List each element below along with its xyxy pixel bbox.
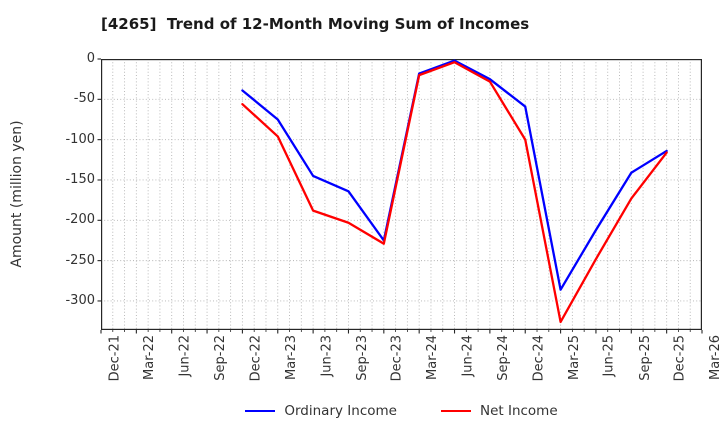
legend-label: Ordinary Income xyxy=(284,403,397,419)
y-tick-label: 0 xyxy=(86,51,95,66)
y-axis-label: Amount (million yen) xyxy=(9,120,25,268)
y-tick-label: -250 xyxy=(65,252,95,268)
y-tick-label: -50 xyxy=(73,91,95,107)
x-tick-label: Sep-23 xyxy=(354,335,370,381)
y-tick-label: -150 xyxy=(65,171,95,187)
x-tick-label: Jun-24 xyxy=(460,335,476,377)
plot-area xyxy=(97,58,703,334)
y-tick-label: -200 xyxy=(65,212,95,228)
y-tick-label: -300 xyxy=(65,292,95,308)
x-tick-label: Mar-23 xyxy=(283,335,299,380)
x-tick-label: Dec-25 xyxy=(672,335,688,382)
x-tick-label: Mar-24 xyxy=(425,335,441,380)
x-tick-label: Dec-23 xyxy=(389,335,405,382)
x-tick-label: Mar-22 xyxy=(142,335,158,380)
chart-title: [4265] Trend of 12-Month Moving Sum of I… xyxy=(101,15,530,33)
legend-line-swatch xyxy=(245,410,276,412)
series-line-net-income xyxy=(241,61,668,324)
legend-item: Ordinary Income xyxy=(245,403,397,419)
legend: Ordinary Income Net Income xyxy=(101,403,702,419)
x-tick-label: Sep-25 xyxy=(637,335,653,381)
y-tick-label: -100 xyxy=(65,131,95,147)
legend-line-swatch xyxy=(440,410,471,412)
legend-item: Net Income xyxy=(440,403,558,419)
x-tick-label: Sep-22 xyxy=(213,335,229,381)
series-line-ordinary-income xyxy=(241,59,668,291)
x-tick-label: Jun-23 xyxy=(319,335,335,377)
x-tick-label: Jun-25 xyxy=(601,335,617,377)
x-tick-label: Mar-25 xyxy=(566,335,582,380)
x-tick-label: Mar-26 xyxy=(708,335,720,380)
legend-label: Net Income xyxy=(479,403,558,419)
x-tick-label: Dec-21 xyxy=(107,335,122,382)
x-tick-label: Jun-22 xyxy=(177,335,193,377)
x-tick-label: Dec-24 xyxy=(531,335,547,382)
plot-border xyxy=(101,59,702,330)
x-tick-label: Sep-24 xyxy=(495,335,511,381)
x-tick-label: Dec-22 xyxy=(248,335,264,382)
